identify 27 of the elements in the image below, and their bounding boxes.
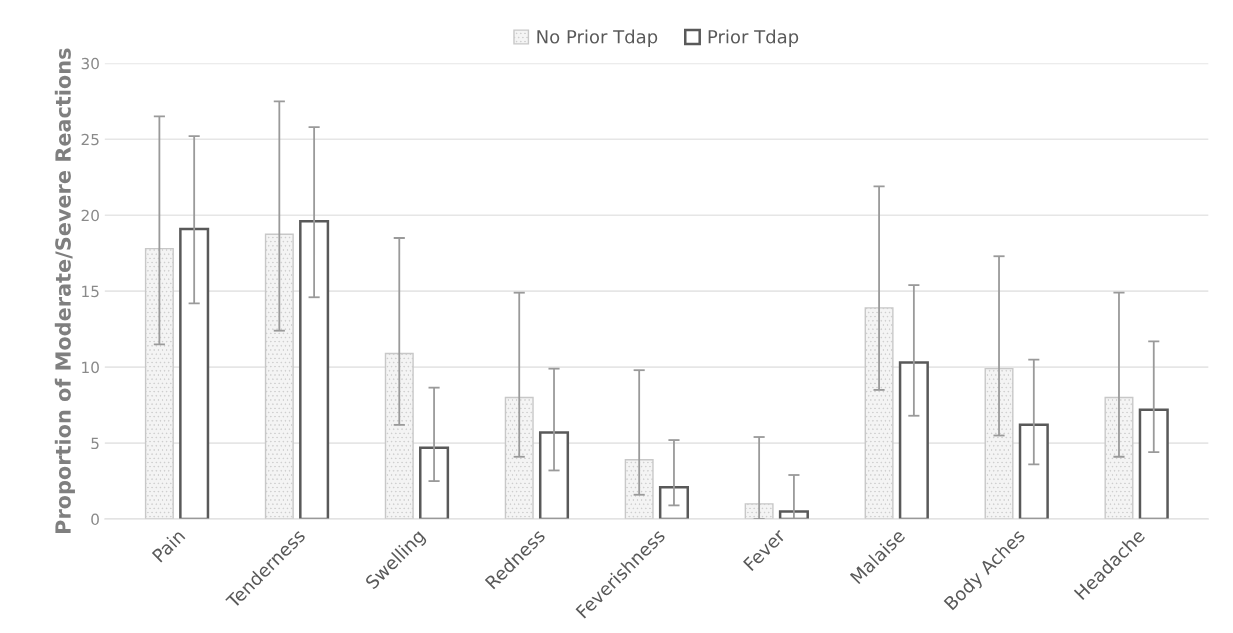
bar xyxy=(864,307,894,520)
y-tick-label: 30 xyxy=(81,57,99,70)
bar xyxy=(984,367,1014,520)
bar xyxy=(419,446,450,520)
bar xyxy=(1104,396,1134,520)
bar xyxy=(658,485,690,520)
bar xyxy=(624,459,654,520)
y-tick-label: 15 xyxy=(82,285,99,298)
bar xyxy=(264,233,294,520)
bar xyxy=(504,396,534,520)
bar xyxy=(1018,423,1049,520)
y-tick-label: 0 xyxy=(91,513,99,526)
bar xyxy=(299,220,330,520)
bar xyxy=(179,227,210,520)
legend-label: Prior Tdap xyxy=(708,29,799,48)
y-axis-title: Proportion of Moderate/Severe Reactions xyxy=(54,48,75,533)
y-tick-label: 10 xyxy=(82,361,99,374)
y-tick-label: 25 xyxy=(81,133,99,146)
bar xyxy=(538,431,570,520)
y-tick-label: 20 xyxy=(81,209,99,222)
bar xyxy=(744,503,774,520)
bar xyxy=(144,247,174,520)
bar xyxy=(1138,408,1169,520)
legend-label: No Prior Tdap xyxy=(537,29,658,48)
bar xyxy=(384,352,414,520)
y-tick-label: 5 xyxy=(91,437,99,450)
bar xyxy=(898,361,929,520)
